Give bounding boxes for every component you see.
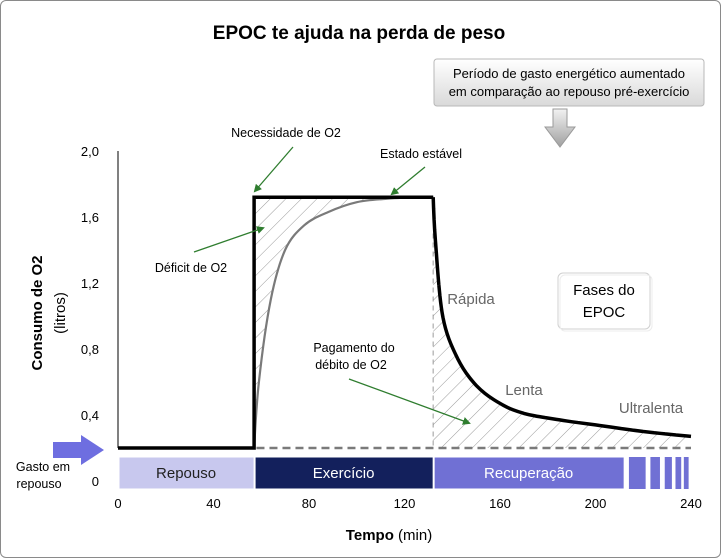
recovery-fade-stripe: [650, 457, 660, 489]
resting-expenditure-label-1: Gasto em: [16, 460, 70, 474]
y-tick-label: 0,4: [81, 408, 99, 423]
x-tick-label: 200: [585, 496, 607, 511]
oxygen-requirement-annotation: Necessidade de O2: [231, 126, 341, 140]
recovery-fade-stripe: [628, 457, 646, 489]
x-axis-ticks: 0 40 80 120 160 200 240: [114, 496, 701, 511]
chart-title: EPOC te ajuda na perda de peso: [213, 23, 505, 44]
info-box-down-arrow-icon: [544, 108, 576, 148]
phase-band: [118, 456, 255, 490]
slow-phase-label: Lenta: [505, 382, 543, 399]
y-axis-label: Consumo de O2: [29, 255, 46, 370]
steady-state-arrow: [390, 166, 426, 196]
oxygen-debt-annotation-2: débito de O2: [315, 358, 387, 372]
x-tick-label: 160: [489, 496, 511, 511]
y-axis-ticks: 0 0,4 0,8 1,2 1,6 2,0: [81, 144, 99, 489]
recovery-fade-stripe: [675, 457, 682, 489]
resting-expenditure-arrow-icon: [53, 435, 104, 465]
x-axis-label: Tempo (min): [346, 527, 432, 544]
oxygen-debt-area: [433, 197, 691, 448]
axes: 0 0,4 0,8 1,2 1,6 2,0 0 40 80 120 160 200 240: [81, 144, 702, 511]
epoc-phases-box: Fases do EPOC: [557, 272, 653, 332]
x-tick-label: 80: [302, 496, 316, 511]
steady-state-annotation: Estado estável: [380, 147, 462, 161]
x-axis-label-bold: Tempo: [346, 527, 394, 544]
oxygen-deficit-area: [254, 197, 434, 448]
resting-expenditure-label-2: repouso: [16, 477, 61, 491]
oxygen-requirement-line: [118, 195, 434, 450]
x-tick-label: 240: [680, 496, 702, 511]
y-axis-unit: (litros): [52, 292, 69, 334]
recovery-fade-stripe: [683, 457, 689, 489]
y-tick-label: 1,2: [81, 276, 99, 291]
recovery-fade-stripe: [664, 457, 672, 489]
info-box-line-1: Período de gasto energético aumentado: [453, 66, 685, 81]
oxygen-requirement-arrow: [253, 146, 294, 193]
y-tick-label: 2,0: [81, 144, 99, 159]
x-tick-label: 40: [206, 496, 220, 511]
oxygen-debt-arrow: [348, 378, 471, 425]
phase-bands: Repouso Exercício Recuperação: [118, 456, 689, 490]
y-tick-label: 0,8: [81, 342, 99, 357]
oxygen-deficit-annotation: Déficit de O2: [155, 261, 227, 275]
phase-band-label: Recuperação: [484, 465, 573, 482]
x-tick-label: 120: [394, 496, 416, 511]
recovery-curve: [431, 197, 692, 439]
phase-band: [254, 456, 434, 490]
info-box: Período de gasto energético aumentado em…: [433, 58, 705, 107]
oxygen-deficit-arrow: [193, 226, 265, 253]
fast-phase-label: Rápida: [447, 291, 495, 308]
epoc-phases-line-2: EPOC: [583, 304, 626, 321]
info-box-line-2: em comparação ao repouso pré-exercício: [449, 84, 690, 99]
phase-band-label: Exercício: [313, 465, 375, 482]
x-tick-label: 0: [114, 496, 121, 511]
phase-band-label: Repouso: [156, 465, 216, 482]
x-axis-label-unit: (min): [394, 527, 432, 544]
ultraslow-phase-label: Ultralenta: [619, 400, 684, 417]
phase-band: [433, 456, 625, 490]
y-tick-label: 1,6: [81, 210, 99, 225]
epoc-phases-line-1: Fases do: [573, 282, 635, 299]
oxygen-debt-annotation-1: Pagamento do: [313, 341, 394, 355]
y-tick-label: 0: [92, 474, 99, 489]
